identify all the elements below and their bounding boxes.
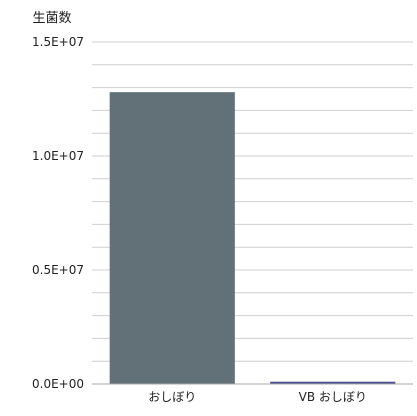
y-tick-label: 1.5E+07	[32, 35, 84, 49]
y-tick-label: 0.5E+07	[32, 263, 84, 277]
x-tick-label: VB おしぼり	[299, 390, 367, 404]
y-tick-label: 0.0E+00	[32, 377, 84, 391]
y-tick-label: 1.0E+07	[32, 149, 84, 163]
bars	[109, 92, 396, 384]
bar-2	[270, 381, 396, 384]
y-axis-title: 生菌数	[32, 11, 71, 26]
x-tick-label: おしぼり	[148, 390, 196, 404]
axes: 0.0E+00 0.5E+07 1.0E+07 1.5E+07 おしぼり VB おしぼり	[32, 35, 413, 404]
bar-1	[109, 92, 235, 384]
